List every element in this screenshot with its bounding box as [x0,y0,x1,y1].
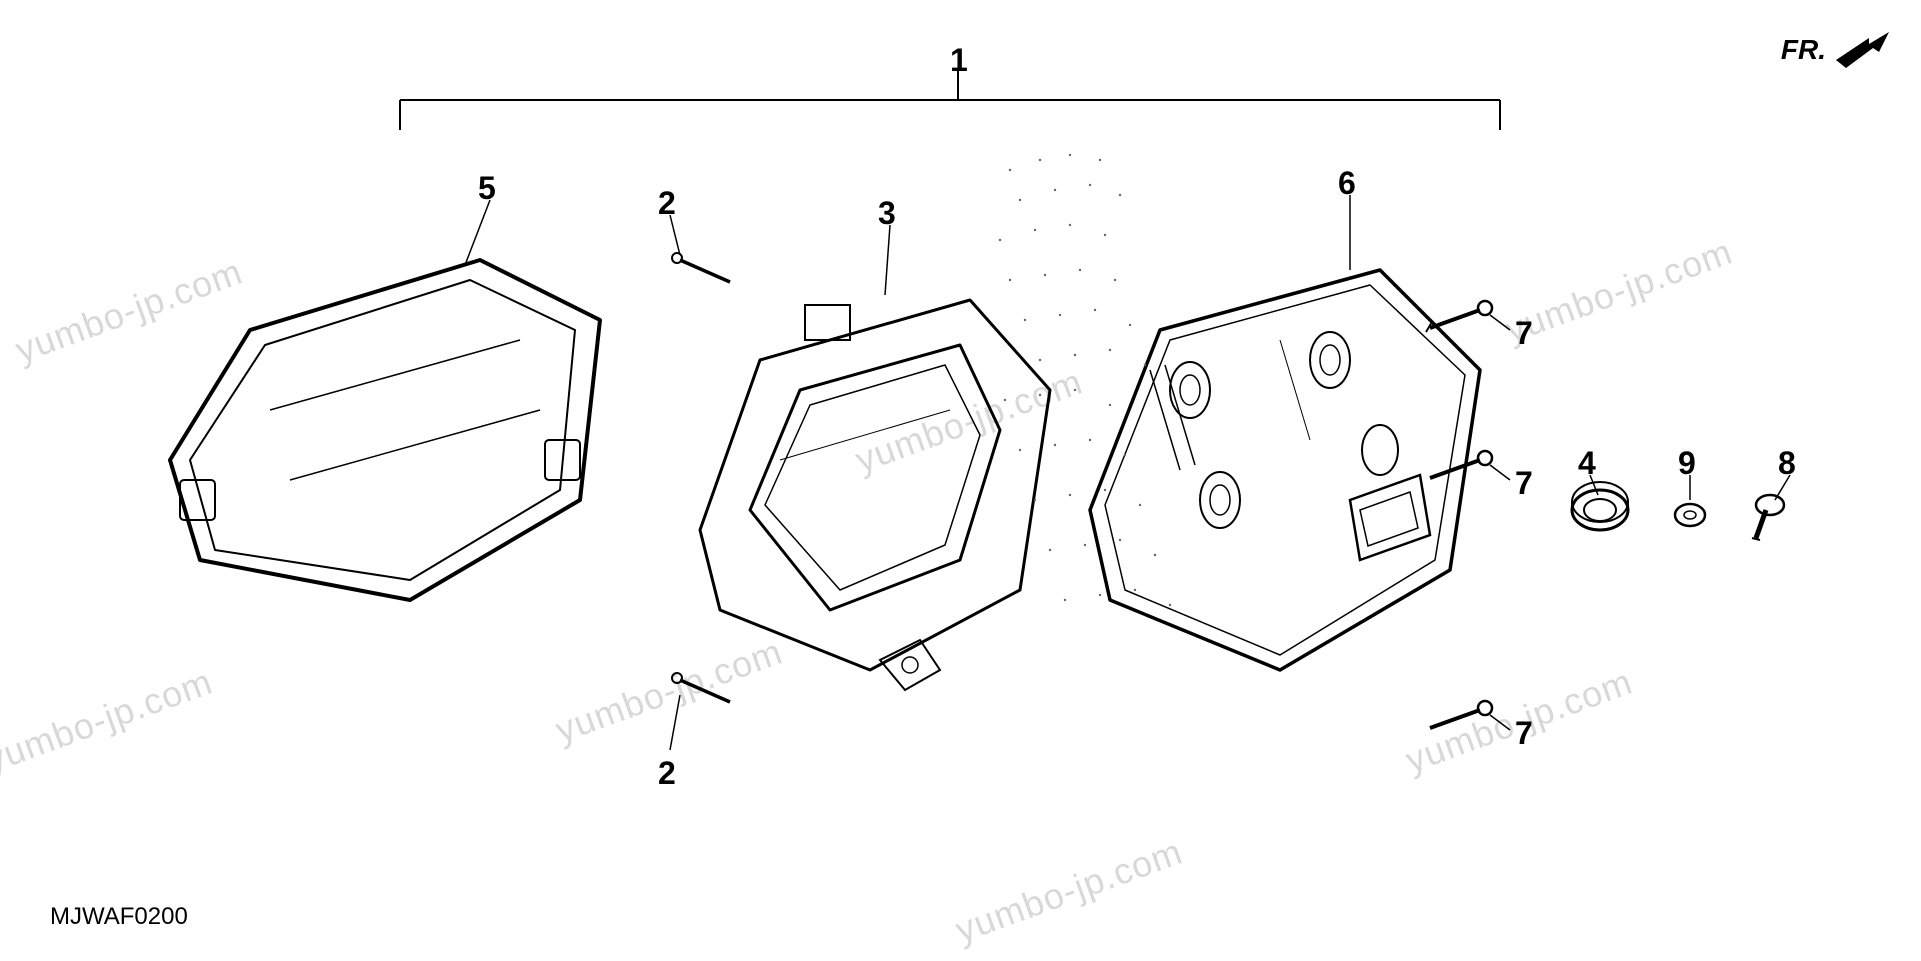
callout-2: 2 [658,185,676,222]
callout-3: 3 [878,195,896,232]
callout-5: 5 [478,170,496,207]
watermark: yumbo-jp.com [0,661,218,782]
callout-7c: 7 [1515,715,1533,752]
watermark: yumbo-jp.com [850,361,1088,482]
diagram-part-number: MJWAF0200 [50,903,188,931]
callout-7a: 7 [1515,315,1533,352]
callout-4: 4 [1578,445,1596,482]
callout-2b: 2 [658,755,676,792]
callout-7b: 7 [1515,465,1533,502]
callout-1: 1 [950,42,968,79]
fr-direction-indicator: FR. [1781,30,1891,70]
fr-label: FR. [1781,34,1826,66]
watermark: yumbo-jp.com [550,631,788,752]
watermark: yumbo-jp.com [1500,231,1738,352]
watermark: yumbo-jp.com [10,251,248,372]
diagram-container: yumbo-jp.com yumbo-jp.com yumbo-jp.com y… [0,0,1921,961]
callout-8: 8 [1778,445,1796,482]
parts-diagram-svg [0,0,1921,961]
callout-6: 6 [1338,165,1356,202]
callout-9: 9 [1678,445,1696,482]
watermark: yumbo-jp.com [950,831,1188,952]
